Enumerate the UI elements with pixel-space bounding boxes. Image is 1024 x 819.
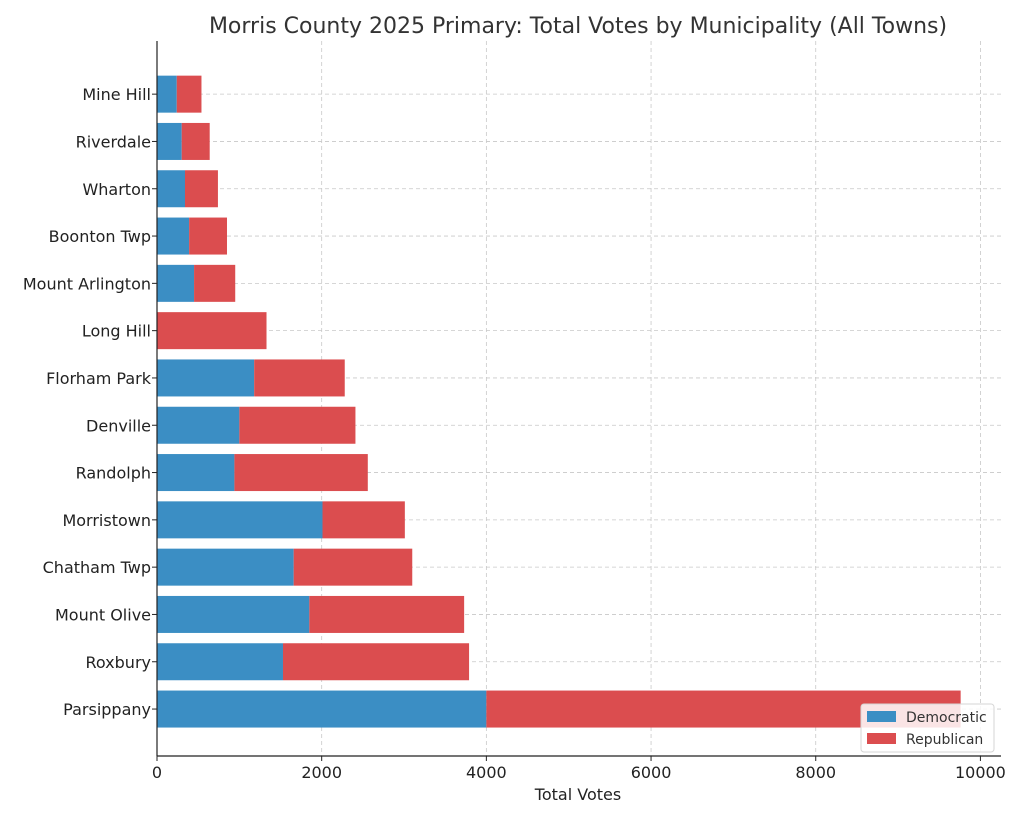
- bar-republican-boonton-twp: [189, 217, 227, 255]
- y-tick-label: Boonton Twp: [49, 227, 151, 246]
- x-tick-label: 0: [152, 763, 162, 782]
- bar-republican-chatham-twp: [293, 548, 413, 586]
- bar-republican-wharton: [184, 170, 218, 208]
- legend: Democratic Republican: [860, 703, 995, 753]
- legend-label-republican: Republican: [906, 732, 983, 748]
- bar-republican-morristown: [322, 501, 405, 539]
- bar-democratic-mine-hill: [157, 75, 177, 113]
- y-tick-label: Wharton: [82, 180, 151, 199]
- bar-democratic-riverdale: [157, 122, 182, 160]
- x-tick-label: 8000: [795, 763, 836, 782]
- y-tick-label: Long Hill: [82, 322, 151, 341]
- bar-democratic-chatham-twp: [157, 548, 294, 586]
- x-axis-label: Total Votes: [534, 785, 621, 804]
- bar-democratic-mount-olive: [157, 595, 310, 633]
- x-tick-label: 4000: [466, 763, 507, 782]
- bar-democratic-roxbury: [157, 643, 283, 681]
- bar-democratic-denville: [157, 406, 240, 444]
- x-tick-label: 2000: [301, 763, 342, 782]
- bar-democratic-parsippany: [157, 690, 487, 728]
- chart-title: Morris County 2025 Primary: Total Votes …: [209, 14, 947, 39]
- y-tick-label: Morristown: [62, 511, 151, 530]
- y-tick-label: Mount Arlington: [23, 274, 151, 293]
- y-tick-label: Florham Park: [46, 369, 152, 388]
- bar-republican-mine-hill: [176, 75, 202, 113]
- legend-swatch-republican: [867, 733, 896, 744]
- bar-republican-mount-olive: [309, 595, 465, 633]
- y-tick-label: Mount Olive: [55, 605, 151, 624]
- bar-republican-denville: [239, 406, 356, 444]
- y-tick-label: Mine Hill: [82, 85, 151, 104]
- tick-labels: 0 2000 4000 6000 8000 10000 Parsippany Roxbury M…: [23, 85, 1006, 782]
- bar-republican-long-hill: [157, 312, 267, 350]
- bar-democratic-morristown: [157, 501, 323, 539]
- x-tick-label: 6000: [631, 763, 672, 782]
- bar-democratic-boonton-twp: [157, 217, 190, 255]
- legend-label-democratic: Democratic: [906, 710, 987, 726]
- bar-democratic-wharton: [157, 170, 185, 208]
- y-tick-label: Randolph: [76, 464, 151, 483]
- bar-republican-riverdale: [181, 122, 210, 160]
- y-tick-label: Riverdale: [76, 132, 151, 151]
- bar-democratic-mount-arlington: [157, 264, 195, 302]
- bar-democratic-florham-park: [157, 359, 255, 397]
- bar-republican-mount-arlington: [194, 264, 236, 302]
- y-tick-label: Parsippany: [63, 700, 151, 719]
- y-tick-label: Denville: [86, 416, 151, 435]
- y-tick-label: Chatham Twp: [43, 558, 151, 577]
- legend-swatch-democratic: [867, 711, 896, 722]
- axes: [152, 41, 1001, 761]
- bar-republican-randolph: [234, 454, 368, 492]
- bar-democratic-randolph: [157, 454, 235, 492]
- bar-republican-roxbury: [282, 643, 470, 681]
- x-tick-label: 10000: [955, 763, 1006, 782]
- bar-republican-florham-park: [254, 359, 345, 397]
- bars: [157, 75, 961, 728]
- y-tick-label: Roxbury: [85, 653, 151, 672]
